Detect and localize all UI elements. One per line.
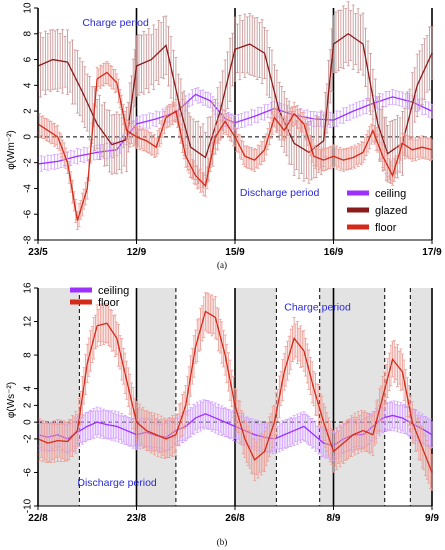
pa-ytick-label-5: 2 bbox=[23, 108, 34, 114]
pa-ytick-label-6: 4 bbox=[23, 82, 34, 88]
pa-xtick-label-1: 12/9 bbox=[127, 247, 147, 258]
pa-legend-label-glazed: glazed bbox=[375, 205, 407, 217]
pa-ytick-label-4: 0 bbox=[23, 134, 34, 140]
pb-legend-label-floor: floor bbox=[98, 297, 120, 309]
pb-ytick-label-5: 4 bbox=[23, 385, 34, 391]
pb-xtick-label-2: 26/8 bbox=[225, 513, 245, 524]
pa-ytick-label-2: -4 bbox=[23, 184, 34, 193]
pa-ytick-label-8: 8 bbox=[23, 31, 34, 37]
pb-ytick-label-0: -10 bbox=[23, 498, 34, 513]
pb-ytick-label-3: 0 bbox=[23, 419, 34, 425]
pb-ytick-label-6: 8 bbox=[23, 352, 34, 358]
pa-annotation-0: Charge period bbox=[82, 17, 149, 29]
pa-ytick-label-0: -8 bbox=[23, 235, 34, 244]
pb-ytick-label-7: 12 bbox=[23, 316, 34, 328]
pb-ytick-label-8: 16 bbox=[23, 282, 34, 294]
chart-panel-b: -10 -6 -2 0 2 4 8 12 16 22/8 23/8 26/8 8/9 9/9 Charge… bbox=[6, 282, 439, 547]
pb-shade-0 bbox=[38, 288, 80, 506]
pa-xtick-label-4: 17/9 bbox=[422, 247, 442, 258]
pb-xtick-label-0: 22/8 bbox=[28, 513, 48, 524]
panel-a-ylabel: φ(Wm⁻²) bbox=[6, 130, 17, 170]
pb-xtick-label-3: 8/9 bbox=[327, 513, 341, 524]
pa-annotation-1: Discharge period bbox=[240, 187, 320, 199]
panel-b-annotations: Charge period Discharge period bbox=[77, 302, 351, 489]
pb-annotation-0: Charge period bbox=[284, 302, 351, 314]
panel-a-series bbox=[36, 1, 434, 230]
panel-a-caption: (a) bbox=[217, 260, 227, 270]
pb-ytick-label-2: -2 bbox=[23, 434, 34, 443]
panel-a-annotations: Charge period Discharge period bbox=[82, 17, 319, 199]
panel-b-series bbox=[36, 292, 434, 491]
pb-ytick-label-1: -6 bbox=[23, 468, 34, 477]
panel-a-legend: ceiling glazed floor bbox=[347, 188, 407, 234]
panel-b-caption: (b) bbox=[217, 537, 228, 547]
pb-line-floor bbox=[37, 310, 433, 473]
pa-ytick-label-9: 10 bbox=[23, 2, 34, 14]
pb-xtick-label-1: 23/8 bbox=[127, 513, 147, 524]
panel-b-axes: -10 -6 -2 0 2 4 8 12 16 22/8 23/8 26/8 8/9 9/9 bbox=[23, 282, 440, 524]
pa-legend-label-floor: floor bbox=[375, 222, 397, 234]
pb-shade-2 bbox=[235, 288, 277, 506]
pb-series-floor bbox=[36, 292, 434, 491]
pb-annotation-1: Discharge period bbox=[77, 477, 157, 489]
pa-ytick-label-7: 6 bbox=[23, 56, 34, 62]
chart-panel-a: -8 -6 -4 -2 0 2 4 6 8 10 23/5 12/9 15/9 16/9 17/9 Char… bbox=[6, 1, 443, 270]
pb-shade-4 bbox=[333, 288, 385, 506]
pa-line-glazed bbox=[37, 32, 433, 159]
pa-line-floor bbox=[37, 71, 433, 221]
panel-a-axes: -8 -6 -4 -2 0 2 4 6 8 10 23/5 12/9 15/9 16/9 17/9 bbox=[23, 2, 443, 258]
pb-ytick-label-4: 2 bbox=[23, 402, 34, 408]
panel-b-ylabel: φ(Ws⁻²) bbox=[6, 382, 17, 418]
pb-shade-1 bbox=[136, 288, 176, 506]
pa-xtick-label-0: 23/5 bbox=[28, 247, 48, 258]
pa-xtick-label-2: 15/9 bbox=[225, 247, 245, 258]
pa-xtick-label-3: 16/9 bbox=[324, 247, 344, 258]
pb-xtick-label-4: 9/9 bbox=[425, 513, 439, 524]
pa-legend-label-ceiling: ceiling bbox=[375, 188, 406, 200]
pb-legend-label-ceiling: ceiling bbox=[98, 285, 129, 297]
pa-ytick-label-1: -6 bbox=[23, 209, 34, 218]
pa-ytick-label-3: -2 bbox=[23, 158, 34, 167]
pa-series-floor bbox=[36, 61, 434, 230]
